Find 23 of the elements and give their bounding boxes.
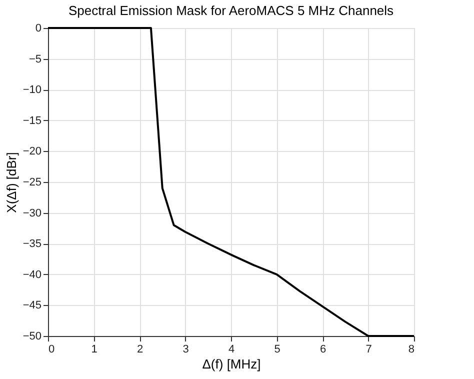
y-axis-title: X(Δf) [dBr]: [4, 152, 19, 213]
y-tick-label: −15: [22, 114, 42, 127]
x-tick-label: 6: [320, 344, 326, 356]
y-tick-label: −45: [22, 300, 42, 312]
y-tick-label: −25: [22, 176, 42, 188]
x-tick-label: 2: [136, 344, 144, 356]
x-tick-label: 7: [366, 344, 372, 356]
y-tick-label: −50: [22, 330, 42, 342]
y-tick-label: −30: [22, 207, 42, 220]
y-tick-label: −5: [28, 53, 42, 66]
x-tick-label: 3: [182, 344, 189, 356]
x-tick-label: 4: [228, 344, 235, 356]
x-tick-label: 1: [91, 344, 98, 356]
x-tick-label: 8: [408, 344, 414, 356]
y-tick-label: −35: [22, 238, 42, 250]
y-tick-label: −40: [22, 268, 42, 281]
x-tick-label: 5: [274, 344, 280, 356]
chart-title: Spectral Emission Mask for AeroMACS 5 MHz Channels: [68, 3, 394, 18]
x-axis-title: Δ(f) [MHz]: [202, 356, 261, 372]
y-tick-label: −10: [22, 84, 42, 96]
x-tick-label: 0: [48, 344, 55, 356]
y-tick-label: −20: [22, 146, 42, 158]
y-tick-label: 0: [35, 22, 42, 34]
